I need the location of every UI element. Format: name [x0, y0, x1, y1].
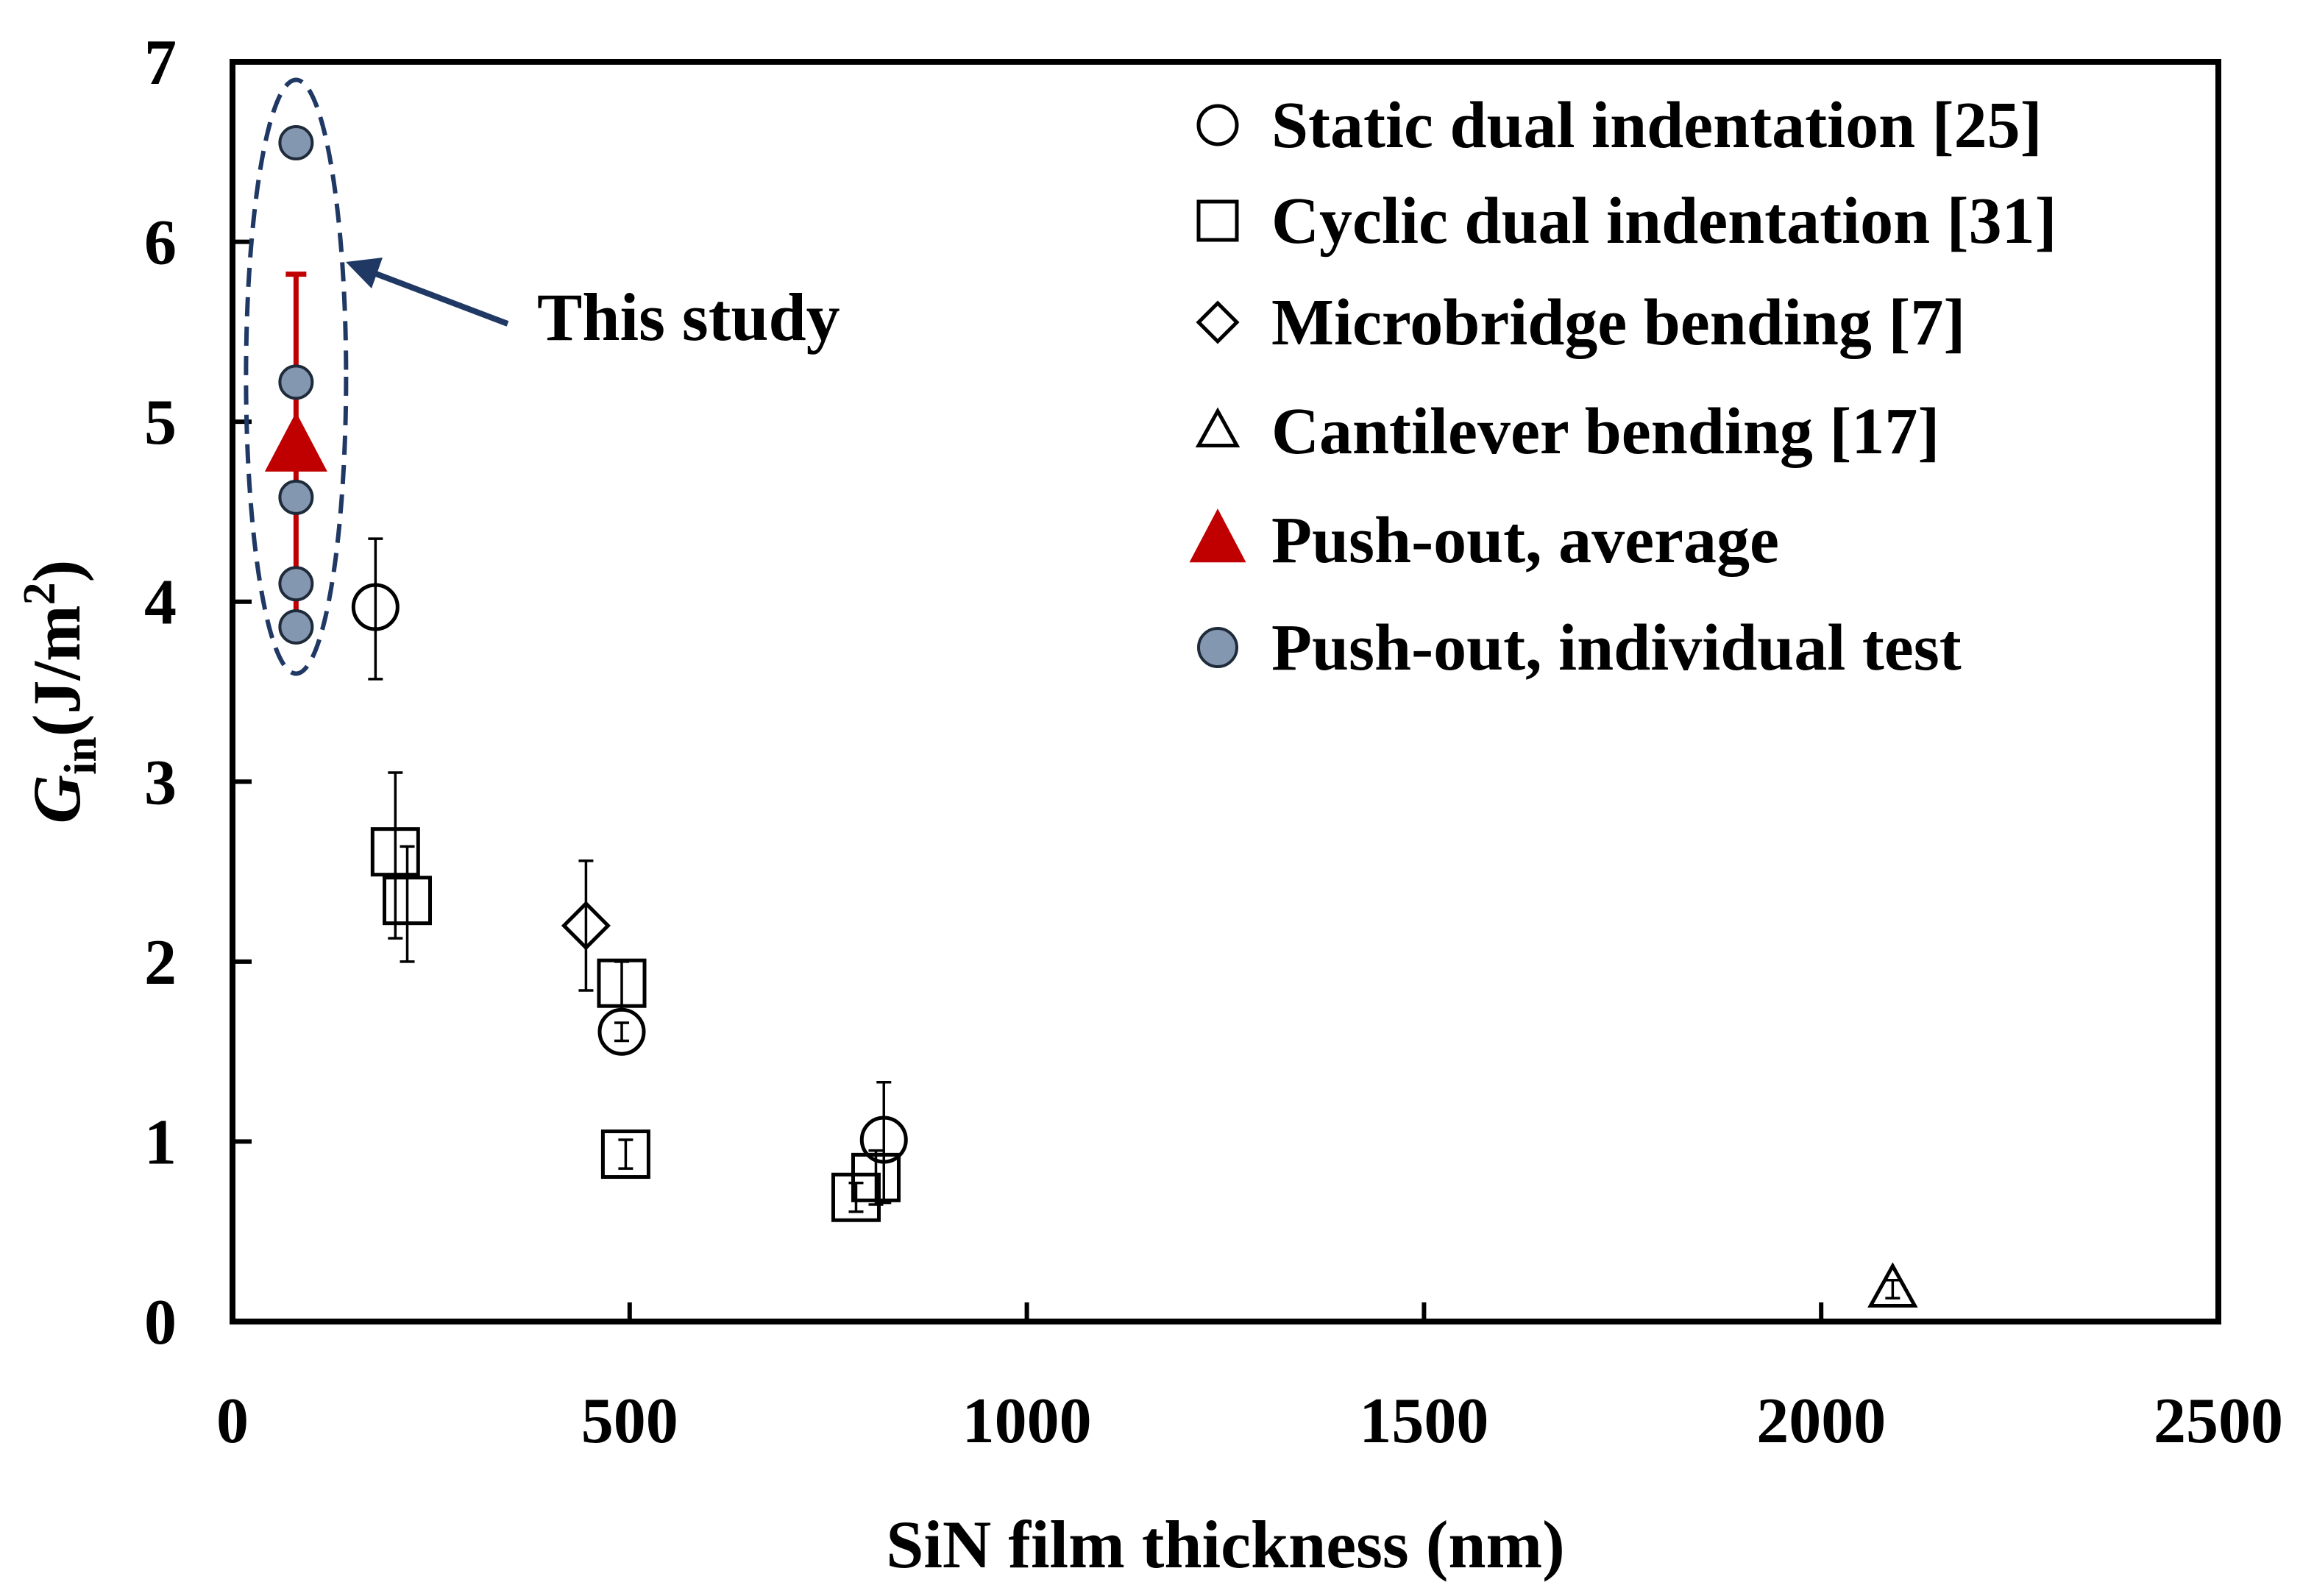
x-tick-label: 2500 — [2154, 1386, 2283, 1457]
legend-label: Cyclic dual indentation [31] — [1271, 185, 2057, 258]
cyclic-dual-indentation-31-point — [851, 1152, 901, 1202]
push-out-individual-test-point — [278, 125, 314, 161]
x-tick-label: 1500 — [1359, 1386, 1488, 1457]
cyclic-dual-indentation-31-point — [370, 827, 420, 877]
legend-marker — [1189, 508, 1246, 563]
push-out-individual-test-point — [278, 364, 314, 400]
legend-marker — [1196, 199, 1239, 242]
x-tick-label: 1000 — [962, 1386, 1092, 1457]
push-out-individual-test-point — [278, 479, 314, 515]
legend-marker — [1197, 627, 1238, 668]
y-title-unit: (J/m — [19, 605, 94, 737]
legend-label: Push-out, individual test — [1271, 611, 1962, 684]
y-tick-label: 7 — [144, 27, 177, 99]
y-title-subscript: in — [56, 737, 106, 775]
annotation-arrowhead — [346, 258, 383, 288]
y-tick-label: 1 — [144, 1107, 177, 1178]
legend-label: Microbridge bending [7] — [1271, 286, 1965, 359]
cyclic-dual-indentation-31-point — [597, 958, 647, 1008]
legend-label: Static dual indentation [25] — [1271, 89, 2043, 162]
annotation-text: This study — [537, 280, 840, 355]
y-tick-label: 2 — [144, 927, 177, 999]
legend-label: Push-out, average — [1271, 504, 1779, 577]
push-out-individual-test-point — [278, 609, 314, 645]
y-tick-label: 4 — [144, 567, 177, 639]
y-title-superscript: 2 — [15, 582, 65, 605]
static-dual-indentation-25-point — [859, 1116, 908, 1164]
y-title-symbol: G — [19, 775, 94, 823]
y-title-unit-close: ) — [19, 560, 94, 583]
y-tick-label: 3 — [144, 747, 177, 818]
push-out-average-point — [264, 412, 327, 472]
legend-marker — [1196, 104, 1239, 146]
cyclic-dual-indentation-31-point — [831, 1172, 881, 1222]
x-tick-label: 500 — [581, 1386, 678, 1457]
static-dual-indentation-25-point — [351, 583, 400, 631]
y-tick-label: 5 — [144, 387, 177, 458]
push-out-individual-test-point — [278, 566, 314, 602]
y-axis-title: Gin(J/m2) — [15, 560, 106, 824]
study-highlight-ellipse — [244, 77, 349, 676]
legend-marker — [1196, 300, 1240, 344]
legend-marker — [1195, 407, 1241, 447]
x-axis-title: SiN film thickness (nm) — [886, 1507, 1565, 1582]
x-tick-label: 0 — [216, 1386, 249, 1457]
legend-label: Cantilever bending [17] — [1271, 395, 1939, 468]
microbridge-bending-7-point — [561, 901, 611, 951]
plot-frame — [230, 59, 2221, 1324]
static-dual-indentation-25-point — [597, 1007, 646, 1056]
cantilever-bending-17-point — [1867, 1262, 1918, 1308]
x-tick-label: 2000 — [1756, 1386, 1886, 1457]
y-tick-label: 0 — [144, 1287, 177, 1358]
cyclic-dual-indentation-31-point — [600, 1129, 650, 1180]
annotation-arrow-line — [363, 266, 509, 327]
cyclic-dual-indentation-31-point — [383, 876, 433, 926]
y-tick-label: 6 — [144, 208, 177, 279]
